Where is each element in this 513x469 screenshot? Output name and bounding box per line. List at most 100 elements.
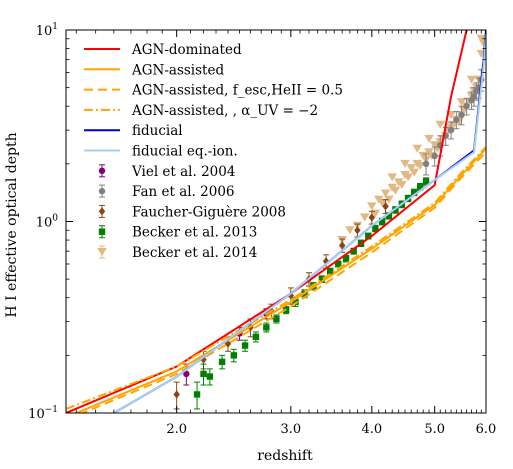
data-point (380, 189, 391, 198)
data-point (200, 370, 207, 378)
data-point (379, 218, 386, 225)
series-becker-et-al-2014 (337, 34, 486, 245)
data-point (392, 206, 399, 214)
data-point (412, 144, 423, 153)
legend-marker (98, 187, 106, 195)
data-point (422, 160, 430, 168)
data-point (470, 93, 478, 100)
x-tick-label: 2.0 (166, 422, 187, 437)
legend-label: Faucher-Giguère 2008 (132, 204, 286, 220)
data-point (390, 186, 401, 195)
data-point (367, 202, 377, 211)
tick-layer: 2.0 3.0 4.0 5.0 6.0 10−1 100 101 (28, 22, 496, 437)
data-point (365, 232, 372, 240)
legend-label: fiducial (132, 123, 183, 139)
data-point (387, 173, 397, 182)
data-point (292, 298, 299, 306)
legend-label: Becker et al. 2013 (132, 225, 257, 241)
data-point (206, 373, 214, 380)
data-point (263, 324, 270, 331)
data-point (411, 189, 418, 196)
legend-marker (98, 167, 106, 174)
y-tick-label: 101 (36, 22, 58, 39)
x-axis-label: redshift (257, 448, 313, 464)
legend-item-viel-et-al-2004: Viel et al. 2004 (98, 164, 235, 180)
data-point (359, 213, 370, 222)
data-point (183, 370, 190, 378)
data-point (466, 75, 477, 84)
legend-item-agn-assisted: AGN-assisted (84, 62, 224, 78)
data-point (415, 161, 426, 170)
series-line-fiducial-eq-ion (113, 34, 486, 413)
data-point (273, 315, 280, 323)
legend-marker (98, 207, 106, 216)
legend-item-agn-dominated: AGN-dominated (84, 42, 242, 58)
data-point (409, 168, 420, 177)
legend-label: AGN-assisted, f_esc,HeII = 0.5 (131, 83, 343, 99)
series-line-agn-assisted-f-esc-heii-0-5 (79, 151, 486, 413)
legend-item-fiducial-eq-ion: fiducial eq.-ion. (84, 144, 238, 160)
data-point (252, 333, 260, 340)
legend-label: AGN-assisted, , α_UV = −2 (131, 103, 318, 119)
series-line-agn-assisted-uv-2 (66, 146, 486, 410)
data-point (453, 116, 460, 123)
data-point (422, 178, 430, 185)
legend-label: fiducial eq.-ion. (132, 144, 238, 160)
data-point (377, 198, 388, 207)
data-point (431, 152, 438, 160)
data-point (173, 390, 180, 399)
x-tick-label: 3.0 (280, 422, 301, 437)
data-point (354, 226, 361, 235)
data-point (397, 181, 407, 190)
plot-layer (66, 30, 486, 413)
data-point (372, 225, 379, 232)
data-point (476, 34, 486, 43)
legend-label: Fan et al. 2006 (132, 184, 235, 200)
data-point (463, 103, 470, 110)
data-point (382, 202, 389, 211)
data-point (218, 358, 226, 366)
data-point (456, 98, 467, 107)
legend-label: AGN-assisted (131, 62, 224, 78)
data-point (406, 164, 416, 173)
data-point (335, 260, 342, 268)
legend-item-becker-et-al-2014: Becker et al. 2014 (97, 245, 257, 261)
data-point (318, 275, 326, 283)
data-point (193, 391, 201, 398)
data-point (458, 111, 465, 119)
series-line-agn-dominated (66, 30, 468, 413)
data-point (424, 134, 434, 143)
data-point (368, 213, 376, 222)
legend-item-agn-assisted-f-esc-heii-0-5: AGN-assisted, f_esc,HeII = 0.5 (84, 83, 343, 99)
legend-label: Becker et al. 2014 (132, 245, 257, 261)
data-point (447, 126, 455, 134)
x-tick-label: 6.0 (476, 422, 497, 437)
y-tick-label: 100 (36, 214, 59, 231)
data-point (384, 195, 394, 204)
data-point (342, 255, 350, 262)
data-point (400, 159, 410, 168)
legend-marker (98, 228, 106, 235)
data-point (417, 183, 424, 190)
data-point (230, 352, 238, 359)
legend-item-fan-et-al-2006: Fan et al. 2006 (98, 184, 235, 200)
legend-item-fiducial: fiducial (84, 123, 183, 139)
y-tick-label: 10−1 (28, 405, 58, 422)
legend-label: AGN-dominated (131, 42, 242, 58)
data-point (385, 212, 393, 220)
data-point (345, 226, 355, 235)
data-point (403, 173, 413, 182)
data-point (224, 339, 232, 348)
data-point (435, 120, 446, 129)
legend-marker (97, 248, 107, 256)
legend: AGN-dominated AGN-assisted AGN-assisted, f… (84, 42, 343, 261)
data-point (350, 247, 357, 255)
data-point (241, 342, 249, 349)
x-tick-label: 4.0 (361, 422, 382, 437)
legend-item-faucher-gigu-re-2008: Faucher-Giguère 2008 (98, 204, 286, 220)
legend-item-agn-assisted-uv-2: AGN-assisted, , α_UV = −2 (84, 103, 318, 119)
y-axis-label: H I effective optical depth (4, 132, 20, 317)
legend-item-becker-et-al-2013: Becker et al. 2013 (98, 225, 257, 241)
x-tick-label: 5.0 (424, 422, 445, 437)
